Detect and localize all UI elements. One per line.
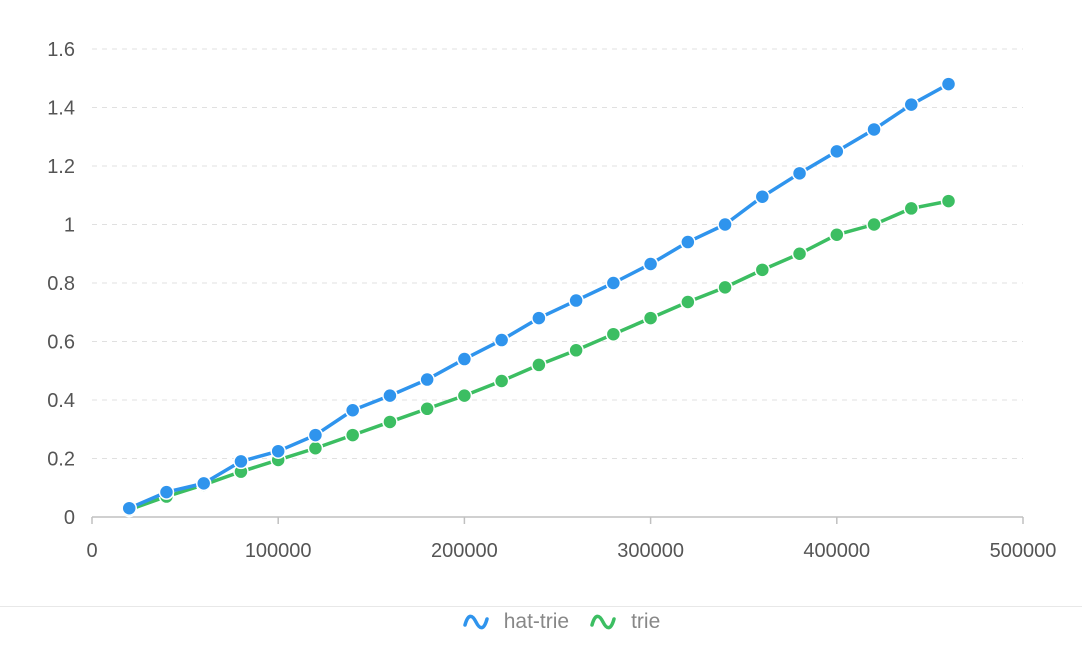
data-point-trie	[307, 440, 324, 457]
x-tick-label: 400000	[803, 540, 870, 562]
data-point-hat-trie	[233, 453, 249, 470]
data-point-trie	[829, 226, 845, 243]
data-point-hat-trie	[680, 234, 696, 250]
x-tick-label: 100000	[245, 540, 312, 562]
x-tick-label: 200000	[431, 540, 498, 562]
data-point-hat-trie	[717, 216, 733, 233]
legend-item-hat-trie[interactable]: hat-trie	[462, 610, 569, 634]
y-tick-label: 1.4	[47, 98, 75, 120]
wave-icon	[462, 614, 489, 630]
data-point-trie	[903, 200, 920, 217]
x-tick-label: 0	[86, 540, 97, 562]
data-point-trie	[754, 262, 771, 278]
data-point-hat-trie	[493, 332, 510, 348]
legend-divider	[0, 606, 1082, 607]
data-point-hat-trie	[270, 443, 286, 459]
data-point-hat-trie	[754, 188, 771, 205]
y-tick-label: 1.6	[47, 39, 75, 61]
data-point-trie	[344, 427, 361, 443]
data-point-trie	[605, 326, 622, 342]
data-point-trie	[568, 342, 584, 359]
data-point-trie	[717, 279, 733, 296]
data-point-hat-trie	[307, 427, 324, 443]
legend-label-hat-trie: hat-trie	[503, 610, 570, 633]
data-point-hat-trie	[158, 484, 175, 500]
data-point-trie	[940, 193, 957, 209]
data-point-hat-trie	[382, 387, 398, 404]
legend: hat-trie trie	[0, 607, 1082, 637]
data-point-trie	[382, 414, 398, 430]
series-line-hat-trie	[127, 82, 951, 510]
y-tick-label: 0	[64, 507, 75, 529]
data-point-hat-trie	[195, 475, 212, 492]
y-tick-label: 0.8	[47, 273, 75, 295]
data-point-trie	[419, 401, 435, 417]
wave-icon-path	[462, 614, 489, 630]
data-point-hat-trie	[940, 76, 957, 92]
grid-lines	[92, 48, 1023, 459]
series-group	[121, 76, 957, 518]
data-point-trie	[866, 216, 882, 233]
data-point-hat-trie	[531, 310, 547, 326]
wave-icon-path	[590, 614, 616, 630]
x-tick-label: 500000	[990, 540, 1057, 562]
data-point-hat-trie	[121, 500, 137, 516]
data-point-hat-trie	[344, 402, 361, 418]
wave-icon	[590, 614, 616, 630]
y-tick-label: 0.4	[47, 390, 75, 412]
data-point-hat-trie	[568, 292, 584, 309]
line-chart: 0 0.2 0.4 0.6 0.8 1 1.2 1.4 1.6 0 100000 200000 3000…	[47, 39, 1056, 562]
data-point-trie	[456, 387, 473, 404]
data-point-hat-trie	[456, 351, 473, 367]
legend-label-trie: trie	[631, 610, 661, 633]
data-point-trie	[531, 357, 547, 373]
y-tick-label: 0.2	[47, 449, 75, 471]
data-point-hat-trie	[605, 275, 622, 291]
data-point-trie	[791, 246, 808, 262]
axes: 0 0.2 0.4 0.6 0.8 1 1.2 1.4 1.6 0 100000 200000 3000…	[47, 39, 1056, 562]
data-point-trie	[493, 373, 510, 389]
y-tick-label: 1.2	[47, 156, 75, 178]
x-tick-label: 300000	[617, 540, 684, 562]
data-point-hat-trie	[642, 256, 659, 272]
series-line-trie	[127, 199, 951, 512]
data-point-hat-trie	[419, 371, 435, 388]
data-point-trie	[680, 294, 696, 310]
legend-item-trie[interactable]: trie	[589, 610, 660, 634]
data-point-hat-trie	[903, 96, 920, 113]
data-point-hat-trie	[791, 165, 808, 182]
data-point-hat-trie	[829, 143, 845, 160]
y-tick-label: 1	[64, 215, 75, 237]
data-point-trie	[642, 310, 659, 326]
data-point-hat-trie	[866, 121, 882, 138]
y-tick-label: 0.6	[47, 332, 75, 354]
